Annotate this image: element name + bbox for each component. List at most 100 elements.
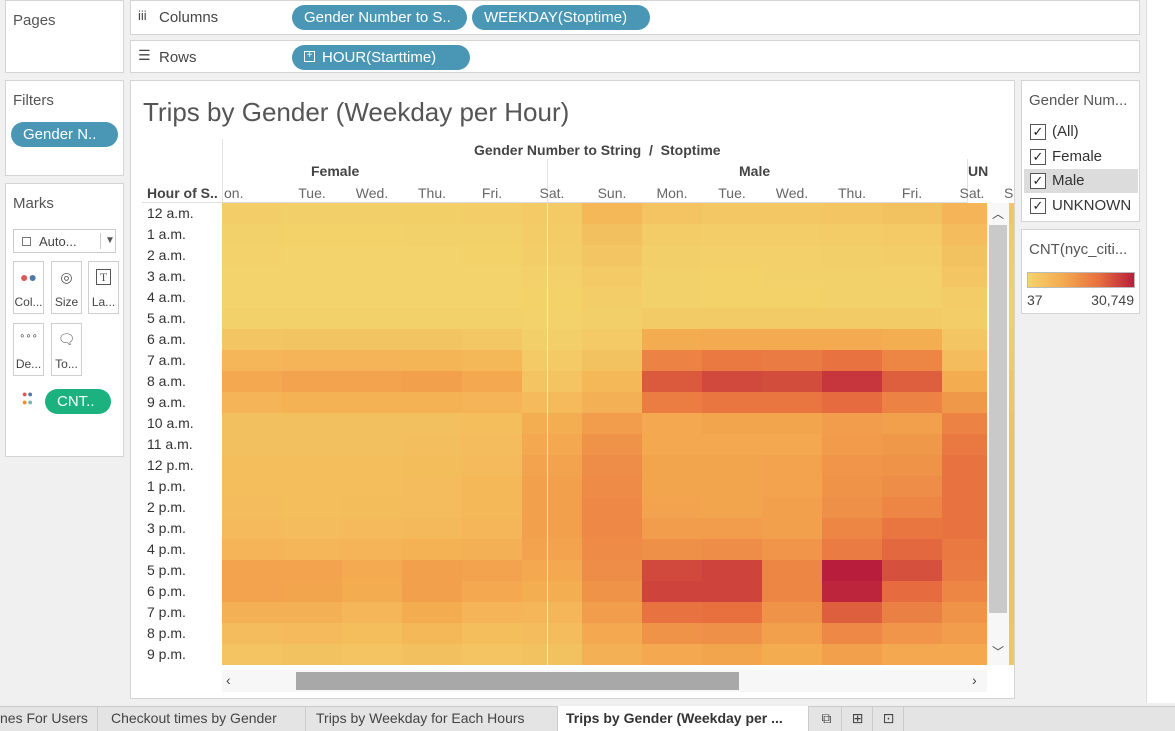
filter-item-female[interactable]: ✓ Female [1024,145,1138,169]
heatmap-cell[interactable] [222,518,282,539]
heatmap-cell[interactable] [822,392,882,413]
heatmap-cell[interactable] [762,497,822,518]
heatmap-cell[interactable] [642,476,702,497]
heatmap-cell[interactable] [702,224,762,245]
heatmap-cell[interactable] [702,644,762,665]
heatmap-cell[interactable] [702,581,762,602]
heatmap-cell[interactable] [702,539,762,560]
heatmap-cell[interactable] [822,497,882,518]
scroll-up-icon[interactable]: ︿ [992,207,1005,221]
vertical-scrollbar[interactable]: ︿ ﹀ [987,203,1009,665]
heatmap-cell[interactable] [582,518,642,539]
heatmap-cell[interactable] [402,329,462,350]
heatmap-cell[interactable] [222,497,282,518]
heatmap-cell[interactable] [882,434,942,455]
new-worksheet-icon[interactable]: ⧉ [812,706,842,731]
heatmap-cell[interactable] [402,224,462,245]
heatmap-cell[interactable] [402,245,462,266]
heatmap-cell[interactable] [642,623,702,644]
heatmap-cell[interactable] [882,287,942,308]
heatmap-cell[interactable] [882,245,942,266]
heatmap-cell[interactable] [642,497,702,518]
heatmap-cell[interactable] [702,350,762,371]
heatmap-cell[interactable] [822,518,882,539]
heatmap-cell[interactable] [402,350,462,371]
heatmap-cell[interactable] [462,350,522,371]
column-pill-gender[interactable]: Gender Number to S.. [292,5,467,30]
heatmap-cell[interactable] [642,350,702,371]
heatmap-cell[interactable] [402,266,462,287]
heatmap-cell[interactable] [342,560,402,581]
color-button[interactable]: ●● Col... [13,261,44,314]
scroll-down-icon[interactable]: ﹀ [992,645,1005,659]
heatmap-cell[interactable] [402,413,462,434]
heatmap-cell[interactable] [702,266,762,287]
heatmap-cell[interactable] [522,539,582,560]
heatmap-cell[interactable] [282,455,342,476]
heatmap-cell[interactable] [342,518,402,539]
heatmap-cell[interactable] [402,497,462,518]
heatmap-cell[interactable] [462,539,522,560]
heatmap-cell[interactable] [342,434,402,455]
heatmap-cell[interactable] [822,581,882,602]
heatmap-cell[interactable] [822,623,882,644]
horizontal-scroll-thumb[interactable] [296,672,739,690]
heatmap-cell[interactable] [462,581,522,602]
heatmap-cell[interactable] [342,224,402,245]
heatmap-cell[interactable] [762,455,822,476]
heatmap-cell[interactable] [702,203,762,224]
heatmap-cell[interactable] [642,434,702,455]
heatmap-cell[interactable] [882,329,942,350]
heatmap-cell[interactable] [342,287,402,308]
heatmap-cell[interactable] [762,287,822,308]
heatmap-cell[interactable] [582,203,642,224]
heatmap-cell[interactable] [522,203,582,224]
tab-trips-by-gender[interactable]: Trips by Gender (Weekday per ... [558,706,809,731]
heatmap-cell[interactable] [642,266,702,287]
heatmap-cell[interactable] [522,245,582,266]
heatmap-cell[interactable] [702,413,762,434]
heatmap-cell[interactable] [522,329,582,350]
heatmap-cell[interactable] [882,602,942,623]
heatmap-cell[interactable] [822,539,882,560]
heatmap-cell[interactable] [402,308,462,329]
filter-pill-gender[interactable]: Gender N.. [11,122,118,147]
heatmap-cell[interactable] [462,497,522,518]
heatmap-cell[interactable] [522,581,582,602]
heatmap-cell[interactable] [522,602,582,623]
heatmap-cell[interactable] [342,392,402,413]
heatmap-cell[interactable] [402,602,462,623]
heatmap-cell[interactable] [582,497,642,518]
heatmap-cell[interactable] [282,434,342,455]
heatmap-cell[interactable] [822,308,882,329]
heatmap-cell[interactable] [222,329,282,350]
heatmap-cell[interactable] [582,560,642,581]
size-button[interactable]: ◎ Size [51,261,82,314]
heatmap-cell[interactable] [342,623,402,644]
filter-item-male[interactable]: ✓ Male [1024,169,1138,193]
heatmap-cell[interactable] [282,518,342,539]
heatmap-cell[interactable] [222,224,282,245]
heatmap-cell[interactable] [582,245,642,266]
heatmap-cell[interactable] [582,371,642,392]
scroll-right-icon[interactable]: › [972,672,977,688]
heatmap-cell[interactable] [522,455,582,476]
heatmap-cell[interactable] [402,518,462,539]
heatmap-cell[interactable] [282,266,342,287]
heatmap-cell[interactable] [342,455,402,476]
heatmap-cell[interactable] [762,203,822,224]
heatmap-cell[interactable] [582,308,642,329]
heatmap-cell[interactable] [702,434,762,455]
heatmap-cell[interactable] [462,287,522,308]
heatmap-cell[interactable] [282,392,342,413]
heatmap-cell[interactable] [882,371,942,392]
heatmap-cell[interactable] [522,287,582,308]
heatmap-cell[interactable] [642,518,702,539]
vertical-scroll-thumb[interactable] [989,225,1007,613]
heatmap-cell[interactable] [462,203,522,224]
heatmap-cell[interactable] [762,539,822,560]
heatmap-cell[interactable] [762,623,822,644]
heatmap-cell[interactable] [702,602,762,623]
heatmap-cell[interactable] [882,308,942,329]
heatmap-cell[interactable] [462,455,522,476]
